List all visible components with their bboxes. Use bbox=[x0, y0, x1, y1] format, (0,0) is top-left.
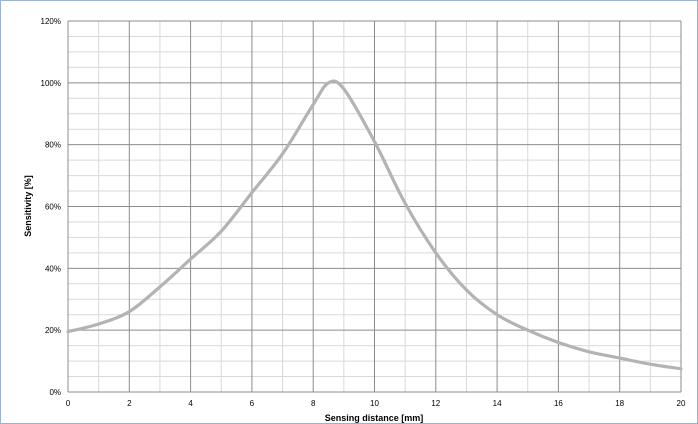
x-tick-label: 12 bbox=[431, 399, 440, 408]
x-tick-label: 14 bbox=[493, 399, 502, 408]
x-tick-label: 18 bbox=[615, 399, 624, 408]
x-tick-label: 6 bbox=[250, 399, 255, 408]
x-tick-label: 10 bbox=[370, 399, 379, 408]
x-tick-label: 8 bbox=[311, 399, 316, 408]
y-tick-label: 40% bbox=[45, 264, 61, 273]
y-axis-title: Sensitivity [%] bbox=[23, 175, 33, 237]
x-tick-label: 2 bbox=[127, 399, 132, 408]
y-tick-label: 60% bbox=[45, 203, 61, 212]
x-axis-title: Sensing distance [mm] bbox=[325, 413, 424, 423]
y-tick-label: 120% bbox=[41, 17, 61, 26]
x-axis-ticks: 0 2 4 6 8 10 12 14 16 18 20 bbox=[66, 399, 686, 408]
y-tick-label: 0% bbox=[49, 388, 61, 397]
y-tick-label: 100% bbox=[41, 79, 61, 88]
x-tick-label: 0 bbox=[66, 399, 71, 408]
y-axis-ticks: 0% 20% 40% 60% 80% 100% 120% bbox=[41, 17, 61, 397]
x-tick-label: 16 bbox=[554, 399, 563, 408]
sensitivity-curve bbox=[66, 79, 683, 371]
x-tick-label: 20 bbox=[677, 399, 686, 408]
y-tick-label: 20% bbox=[45, 326, 61, 335]
x-tick-label: 4 bbox=[188, 399, 193, 408]
major-gridlines bbox=[67, 20, 682, 393]
y-tick-label: 80% bbox=[45, 141, 61, 150]
